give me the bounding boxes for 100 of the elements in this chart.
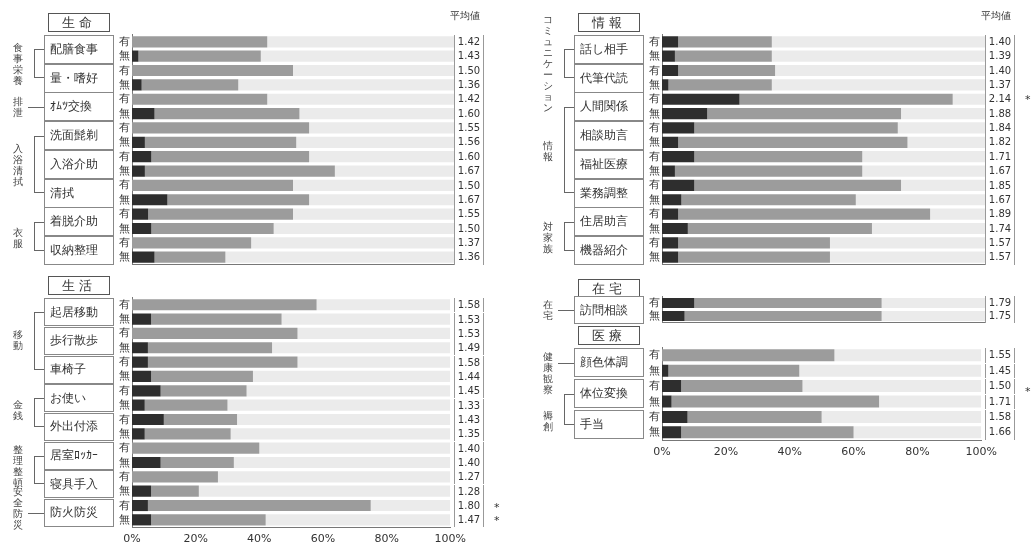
text: 1.71 — [985, 149, 1015, 165]
bar — [147, 500, 371, 512]
y-tick-label: 有 — [649, 207, 660, 220]
bar — [154, 252, 226, 264]
y-tick-label: 有 — [649, 92, 660, 105]
text: * * — [494, 501, 501, 528]
bar — [132, 180, 293, 192]
text: 1.84 — [985, 121, 1015, 136]
text: 1.42 — [454, 34, 484, 50]
bar — [662, 165, 675, 178]
bar — [799, 365, 982, 378]
text: 外出付添 — [44, 412, 114, 441]
x-tick-label: 60% — [841, 445, 866, 459]
text: 機器紹介 — [574, 236, 644, 265]
bar — [132, 428, 145, 440]
bar — [853, 426, 982, 439]
text: 1.50 — [985, 379, 1015, 394]
y-tick-label: 無 — [119, 455, 130, 468]
y-tick-label: 無 — [119, 193, 130, 206]
text: 2.14 — [985, 92, 1015, 107]
bar — [132, 252, 155, 264]
text: 健康観察 — [542, 351, 554, 396]
text: 量・嗜好 — [44, 63, 114, 93]
bar — [678, 208, 931, 221]
text: 1.88 — [985, 106, 1015, 122]
y-tick-label: 無 — [119, 107, 130, 120]
bar — [265, 514, 451, 526]
bar — [154, 108, 300, 120]
bar — [678, 137, 908, 149]
bar — [132, 237, 252, 249]
x-tick-label: 40% — [777, 445, 802, 459]
y-tick-label: 無 — [119, 250, 130, 263]
text: 1.50 — [454, 63, 484, 79]
text: コミュニケーション — [543, 14, 553, 114]
y-tick-label: 無 — [119, 49, 130, 62]
y-tick-label: 有 — [649, 296, 660, 309]
bar — [687, 411, 822, 424]
bar — [148, 208, 293, 221]
bar — [694, 151, 863, 163]
bar — [829, 252, 985, 264]
bar — [167, 194, 310, 206]
text: 1.36 — [454, 250, 484, 265]
y-tick-label: 無 — [119, 369, 130, 382]
bar — [662, 65, 679, 77]
text: 収納整理 — [44, 236, 114, 265]
y-tick-label: 有 — [119, 298, 130, 311]
bar — [681, 380, 803, 393]
bar — [132, 385, 161, 397]
bar — [293, 180, 454, 192]
bar — [771, 79, 985, 91]
x-tick-label: 0% — [123, 532, 141, 546]
bar — [662, 194, 682, 206]
bar — [662, 208, 679, 221]
y-tick-label: 無 — [649, 107, 660, 120]
text: 安全防災 — [12, 486, 24, 531]
text: 起居移動 — [44, 298, 114, 327]
text: 1.67 — [454, 192, 484, 208]
text: * — [1025, 384, 1031, 398]
y-tick-label: 有 — [649, 379, 660, 392]
bar — [132, 328, 298, 340]
text: 1.45 — [454, 384, 484, 399]
text: 話し相手 — [574, 34, 644, 64]
bar — [834, 349, 982, 362]
bar — [879, 395, 982, 408]
bar — [132, 471, 218, 483]
bar — [881, 311, 985, 322]
bar — [230, 428, 451, 440]
text: 1.43 — [454, 412, 484, 427]
bar — [132, 208, 149, 221]
y-tick-label: 無 — [649, 394, 660, 407]
y-tick-label: 無 — [119, 221, 130, 234]
bar — [678, 252, 830, 264]
bar — [132, 194, 168, 206]
y-tick-label: 無 — [119, 164, 130, 177]
text: 1.53 — [454, 312, 484, 327]
bar — [687, 223, 872, 235]
y-tick-label: 無 — [119, 484, 130, 497]
bar — [132, 442, 260, 455]
bar — [881, 298, 985, 309]
chart-title: 在宅 — [578, 279, 640, 298]
bar — [132, 151, 152, 163]
y-tick-label: 無 — [649, 164, 660, 177]
text: 1.40 — [454, 441, 484, 456]
text: 相談助言 — [574, 121, 644, 151]
y-tick-label: 有 — [649, 410, 660, 423]
bar — [132, 371, 152, 383]
x-tick-label: 20% — [713, 445, 739, 459]
text: 1.80 — [454, 498, 484, 513]
bar — [147, 356, 298, 369]
text: 入浴介助 — [44, 149, 114, 179]
bar — [267, 94, 454, 106]
bar — [259, 442, 451, 455]
bar — [684, 311, 882, 322]
text: 1.71 — [985, 394, 1015, 410]
bar — [132, 94, 268, 106]
y-tick-label: 無 — [119, 312, 130, 325]
bar — [144, 399, 228, 412]
text: 1.89 — [985, 207, 1015, 222]
bar — [132, 165, 145, 178]
y-tick-label: 有 — [119, 326, 130, 339]
